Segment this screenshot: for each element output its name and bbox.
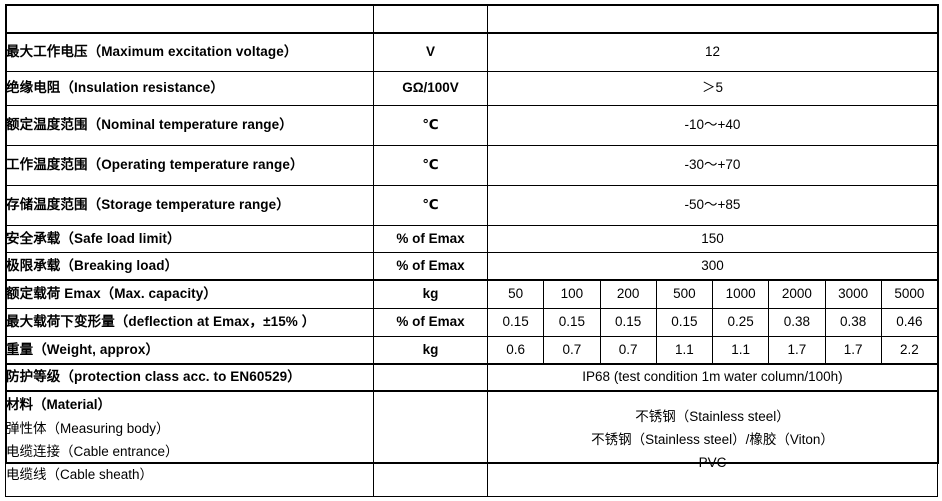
deflection-cell: 0.38: [824, 308, 882, 337]
material-value-cable-sheath: PVC: [698, 455, 727, 471]
material-line-cable-entrance: 电缆连接（Cable entrance）: [6, 443, 179, 459]
material-value-cell: 不锈钢（Stainless steel） 不锈钢（Stainless steel…: [487, 390, 938, 497]
deflection-cell: 0.25: [711, 308, 770, 337]
capacity-cell: 5000: [880, 279, 939, 309]
weight-cell: 0.6: [486, 336, 545, 365]
row-label-safe-load-limit: 安全承载（Safe load limit）: [5, 225, 374, 253]
row-label-operating-temperature-range: 工作温度范围（Operating temperature range）: [5, 145, 374, 186]
table-row: 防护等级（protection class acc. to EN60529） I…: [5, 363, 938, 392]
row-unit-safe-load-limit: % of Emax: [373, 225, 488, 253]
row-value-protection-class: IP68 (test condition 1m water column/100…: [487, 363, 938, 392]
capacity-cell: 1000: [711, 279, 770, 309]
row-unit-deflection-at-emax: % of Emax: [373, 308, 488, 337]
capacity-cell: 50: [486, 279, 545, 309]
weight-cell: 1.1: [655, 336, 714, 365]
row-value-insulation-resistance: ＞5: [487, 71, 938, 106]
row-value-storage-temperature-range: -50～+85: [487, 185, 938, 226]
row-value-safe-load-limit: 150: [487, 225, 938, 253]
table-row: 安全承载（Safe load limit） % of Emax 150: [5, 225, 938, 253]
deflection-cell: 0.15: [486, 308, 545, 337]
cutoff-label-cell: [5, 4, 374, 34]
row-value-operating-temperature-range: -30～+70: [487, 145, 938, 186]
weight-cell: 2.2: [880, 336, 939, 365]
row-unit-operating-temperature-range: ℃: [373, 145, 488, 186]
row-label-max-excitation-voltage: 最大工作电压（Maximum excitation voltage）: [5, 32, 374, 72]
deflection-cell: 0.15: [599, 308, 657, 337]
capacity-cell: 3000: [824, 279, 882, 309]
material-line-measuring-body: 弹性体（Measuring body）: [6, 420, 170, 436]
material-heading: 材料（Material）: [6, 397, 112, 413]
row-unit-protection-class: [373, 363, 488, 392]
deflection-cell: 0.38: [768, 308, 826, 337]
row-label-protection-class: 防护等级（protection class acc. to EN60529）: [5, 363, 374, 392]
row-label-storage-temperature-range: 存储温度范围（Storage temperature range）: [5, 185, 374, 226]
capacity-cell: 500: [655, 279, 714, 309]
row-unit-max-excitation-voltage: V: [373, 32, 488, 72]
table-row: 最大工作电压（Maximum excitation voltage） V 12: [5, 32, 938, 72]
table-row-material: 材料（Material） 弹性体（Measuring body） 电缆连接（Ca…: [5, 390, 938, 497]
row-value-max-excitation-voltage: 12: [487, 32, 938, 72]
table-row: 存储温度范围（Storage temperature range） ℃ -50～…: [5, 185, 938, 226]
material-line-cable-sheath: 电缆线（Cable sheath）: [6, 466, 154, 482]
row-label-max-capacity: 额定载荷 Emax（Max. capacity）: [5, 279, 374, 309]
capacity-cell: 100: [543, 279, 601, 309]
deflection-cell: 0.46: [880, 308, 939, 337]
table-row: 最大载荷下变形量（deflection at Emax，±15% ） % of …: [5, 308, 939, 337]
table-row: 极限承载（Breaking load） % of Emax 300: [5, 252, 938, 281]
cutoff-unit-cell: [373, 4, 488, 34]
row-unit-insulation-resistance: GΩ/100V: [373, 71, 488, 106]
row-unit-max-capacity: kg: [373, 279, 488, 309]
table-row: 额定温度范围（Nominal temperature range） ℃ -10～…: [5, 105, 938, 146]
row-unit-weight-approx: kg: [373, 336, 488, 365]
material-unit-cell: [373, 390, 488, 497]
material-value-measuring-body: 不锈钢（Stainless steel）: [635, 408, 790, 424]
deflection-cell: 0.15: [543, 308, 601, 337]
table-row: 绝缘电阻（Insulation resistance） GΩ/100V ＞5: [5, 71, 938, 106]
weight-cell: 1.1: [711, 336, 770, 365]
row-label-weight-approx: 重量（Weight, approx）: [5, 336, 374, 365]
row-value-breaking-load: 300: [487, 252, 938, 281]
material-label-cell: 材料（Material） 弹性体（Measuring body） 电缆连接（Ca…: [5, 390, 374, 497]
table-row: 重量（Weight, approx） kg 0.6 0.7 0.7 1.1 1.…: [5, 336, 939, 365]
deflection-cell: 0.15: [655, 308, 714, 337]
specification-table: 最大工作电压（Maximum excitation voltage） V 12 …: [5, 4, 939, 497]
row-value-nominal-temperature-range: -10～+40: [487, 105, 938, 146]
row-label-nominal-temperature-range: 额定温度范围（Nominal temperature range）: [5, 105, 374, 146]
row-label-deflection-at-emax: 最大载荷下变形量（deflection at Emax，±15% ）: [5, 308, 374, 337]
table-row: 工作温度范围（Operating temperature range） ℃ -3…: [5, 145, 938, 186]
table-row: 额定载荷 Emax（Max. capacity） kg 50 100 200 5…: [5, 279, 939, 309]
cutoff-value-cell: [487, 4, 938, 34]
weight-cell: 0.7: [599, 336, 657, 365]
capacity-cell: 200: [599, 279, 657, 309]
row-unit-breaking-load: % of Emax: [373, 252, 488, 281]
row-label-insulation-resistance: 绝缘电阻（Insulation resistance）: [5, 71, 374, 106]
row-unit-storage-temperature-range: ℃: [373, 185, 488, 226]
weight-cell: 0.7: [543, 336, 601, 365]
weight-cell: 1.7: [824, 336, 882, 365]
weight-cell: 1.7: [768, 336, 826, 365]
table-row-cutoff: [5, 4, 938, 34]
row-label-breaking-load: 极限承载（Breaking load）: [5, 252, 374, 281]
material-value-cable-entrance: 不锈钢（Stainless steel）/橡胶（Viton）: [591, 432, 834, 448]
capacity-cell: 2000: [768, 279, 826, 309]
row-unit-nominal-temperature-range: ℃: [373, 105, 488, 146]
